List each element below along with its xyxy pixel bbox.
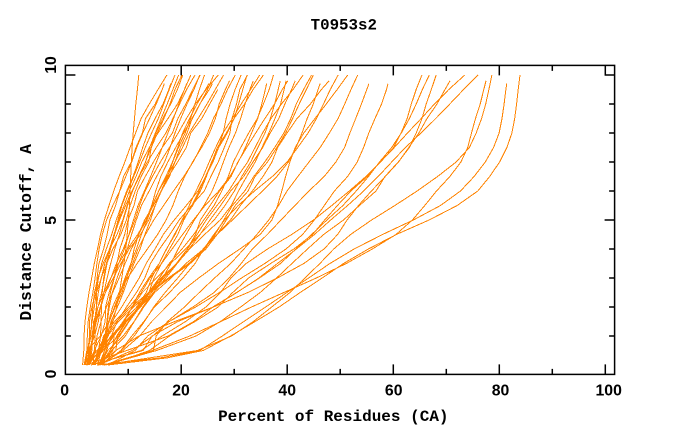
svg-text:Distance Cutoff, A: Distance Cutoff, A xyxy=(17,144,36,321)
svg-text:60: 60 xyxy=(385,382,403,399)
svg-text:Percent of Residues (CA): Percent of Residues (CA) xyxy=(218,408,448,426)
svg-text:0: 0 xyxy=(60,382,69,399)
svg-text:5: 5 xyxy=(43,216,60,225)
svg-text:40: 40 xyxy=(278,382,296,399)
svg-text:0: 0 xyxy=(43,369,60,378)
svg-text:T0953s2: T0953s2 xyxy=(311,17,377,35)
svg-text:100: 100 xyxy=(596,382,623,399)
svg-text:10: 10 xyxy=(43,56,60,74)
svg-text:80: 80 xyxy=(492,382,510,399)
svg-text:20: 20 xyxy=(172,382,190,399)
